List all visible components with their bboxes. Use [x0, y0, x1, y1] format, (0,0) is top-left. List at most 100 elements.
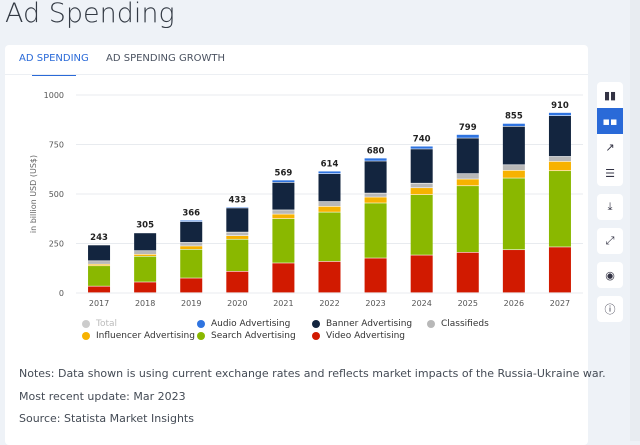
legend-item-banner-advertising[interactable]: Banner Advertising	[312, 319, 412, 329]
bar-segment-audio-advertising	[180, 221, 202, 222]
bar-segment-banner-advertising	[365, 161, 387, 192]
source-text: Source: Statista Market Insights	[19, 412, 194, 425]
info-icon[interactable]: ⓘ	[597, 296, 623, 322]
legend-label: Video Advertising	[326, 331, 405, 341]
bar-segment-audio-advertising	[365, 158, 387, 160]
bar-segment-influencer-advertising	[319, 207, 341, 212]
bar-segment-banner-advertising	[180, 222, 202, 242]
legend-item-audio-advertising[interactable]: Audio Advertising	[197, 319, 290, 329]
total-label: 910	[551, 101, 569, 111]
legend-dot	[197, 320, 205, 328]
legend-item-influencer-advertising[interactable]: Influencer Advertising	[82, 331, 195, 341]
legend-item-video-advertising[interactable]: Video Advertising	[312, 331, 405, 341]
legend-label: Search Advertising	[211, 331, 296, 341]
bar-segment-search-advertising	[549, 171, 571, 247]
line-chart-icon[interactable]: ↗	[597, 134, 623, 160]
bar-segment-classifieds	[457, 174, 479, 179]
x-tick-label: 2027	[550, 299, 570, 308]
bar-segment-search-advertising	[457, 186, 479, 252]
bar-segment-search-advertising	[411, 195, 433, 255]
x-tick-label: 2019	[181, 299, 201, 308]
bar-segment-video-advertising	[272, 263, 294, 292]
bar-segment-video-advertising	[319, 262, 341, 293]
bar-segment-influencer-advertising	[365, 197, 387, 202]
bar-segment-video-advertising	[411, 255, 433, 292]
bar-segment-search-advertising	[226, 240, 248, 271]
y-tick-label: 0	[59, 289, 64, 298]
x-tick-label: 2024	[412, 299, 432, 308]
x-tick-label: 2017	[89, 299, 109, 308]
y-tick-label: 750	[49, 141, 64, 150]
bar-segment-banner-advertising	[134, 233, 156, 250]
bar-chart-icon[interactable]: ▮▮	[597, 82, 623, 108]
bar-segment-influencer-advertising	[272, 214, 294, 218]
bar-segment-search-advertising	[180, 250, 202, 278]
stacked-bar-icon[interactable]: ▪▪	[597, 108, 623, 134]
y-tick-label: 1000	[44, 91, 64, 100]
legend-label: Audio Advertising	[211, 319, 290, 329]
bar-segment-search-advertising	[503, 178, 525, 249]
legend-item-search-advertising[interactable]: Search Advertising	[197, 331, 296, 341]
bar-segment-influencer-advertising	[457, 179, 479, 185]
legend-label: Classifieds	[441, 319, 489, 329]
update-text: Most recent update: Mar 2023	[19, 390, 186, 403]
table-icon[interactable]: ☰	[597, 160, 623, 186]
bar-segment-influencer-advertising	[226, 236, 248, 239]
notes-text: Notes: Data shown is using current excha…	[19, 367, 606, 380]
y-tick-label: 250	[49, 240, 64, 249]
bar-segment-classifieds	[88, 261, 110, 264]
bar-segment-classifieds	[411, 184, 433, 188]
bar-segment-classifieds	[319, 202, 341, 206]
total-label: 433	[228, 195, 246, 205]
hide-icon[interactable]: ◉	[597, 262, 623, 288]
bar-segment-search-advertising	[134, 257, 156, 282]
bar-segment-banner-advertising	[411, 149, 433, 183]
bar-segment-video-advertising	[134, 282, 156, 292]
total-label: 569	[275, 168, 293, 178]
bar-segment-audio-advertising	[457, 135, 479, 138]
bar-segment-video-advertising	[503, 250, 525, 292]
bar-segment-video-advertising	[88, 286, 110, 292]
legend-item-classifieds[interactable]: Classifieds	[427, 319, 489, 329]
bar-segment-influencer-advertising	[503, 171, 525, 178]
bar-segment-search-advertising	[272, 219, 294, 263]
download-icon[interactable]: ⤓	[597, 194, 623, 220]
bar-segment-classifieds	[134, 251, 156, 254]
legend-dot	[312, 320, 320, 328]
legend-dot	[427, 320, 435, 328]
legend-dot	[82, 320, 90, 328]
bar-segment-classifieds	[503, 165, 525, 170]
bar-segment-audio-advertising	[503, 124, 525, 126]
total-label: 680	[367, 146, 385, 156]
total-label: 740	[413, 134, 431, 144]
total-label: 305	[136, 221, 154, 231]
bar-segment-banner-advertising	[226, 208, 248, 232]
bar-segment-video-advertising	[180, 278, 202, 292]
total-label: 855	[505, 112, 523, 122]
total-label: 799	[459, 123, 477, 133]
legend-dot	[197, 332, 205, 340]
bar-segment-classifieds	[365, 193, 387, 196]
y-axis-label: in billion USD (US$)	[29, 155, 38, 233]
expand-icon[interactable]: ⤢	[597, 228, 623, 254]
total-label: 366	[182, 209, 200, 219]
bar-segment-classifieds	[180, 243, 202, 246]
legend-dot	[82, 332, 90, 340]
bar-segment-banner-advertising	[88, 245, 110, 260]
legend-label: Banner Advertising	[326, 319, 412, 329]
bar-segment-audio-advertising	[319, 171, 341, 173]
side-toolbar: ▮▮ ▪▪ ↗ ☰ ⤓ ⤢ ◉ ⓘ	[597, 82, 623, 330]
legend-label: Total	[96, 319, 117, 329]
legend-item-total[interactable]: Total	[82, 319, 117, 329]
bar-segment-audio-advertising	[549, 113, 571, 116]
bar-segment-audio-advertising	[272, 180, 294, 182]
bar-segment-influencer-advertising	[411, 188, 433, 194]
bar-segment-influencer-advertising	[134, 255, 156, 256]
bar-segment-banner-advertising	[319, 174, 341, 201]
bar-segment-audio-advertising	[411, 146, 433, 148]
bar-segment-video-advertising	[226, 272, 248, 293]
bar-segment-influencer-advertising	[549, 162, 571, 171]
bar-segment-banner-advertising	[549, 116, 571, 156]
x-tick-label: 2025	[458, 299, 478, 308]
bar-segment-search-advertising	[88, 266, 110, 286]
